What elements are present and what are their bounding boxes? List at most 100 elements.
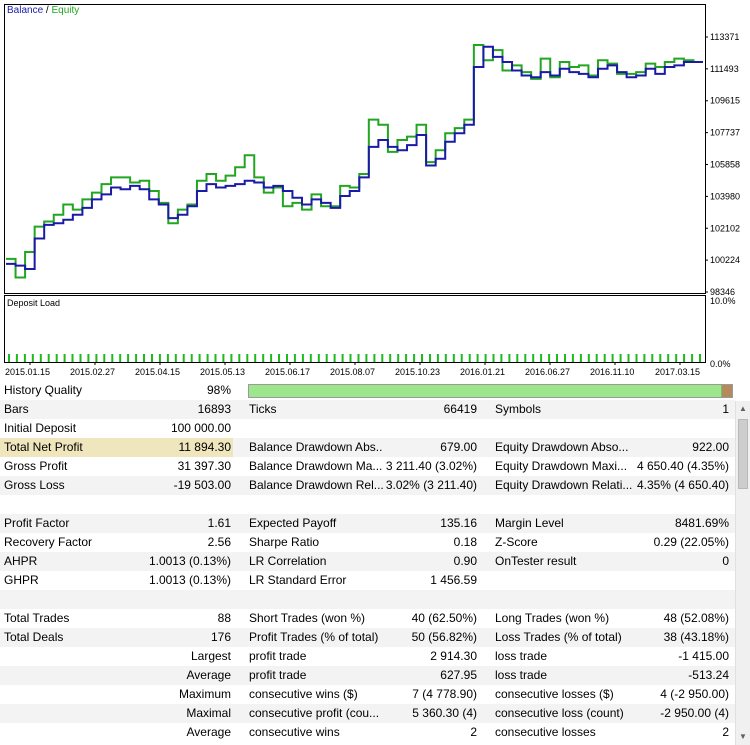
balance-equity-chart: 113371 111493 109615 107737 105858 103980 1021… bbox=[0, 0, 750, 295]
y-tick-label: 107737 bbox=[710, 128, 740, 138]
report-row: AHPR 1.0013 (0.13%) LR Correlation 0.90 OnTe… bbox=[0, 552, 735, 571]
y-tick-label: 109615 bbox=[710, 96, 740, 106]
report-cell-v2: -1 415.00 bbox=[678, 649, 729, 663]
report-cell-l2: consecutive loss (count) bbox=[495, 706, 624, 720]
y-axis: 113371 111493 109615 107737 105858 103980 1021… bbox=[705, 32, 740, 295]
report-cell-v1: 66419 bbox=[443, 402, 477, 416]
load-bar bbox=[619, 354, 622, 362]
report-cell-v0: 11 894.30 bbox=[178, 440, 232, 454]
scroll-up-icon[interactable]: ▲ bbox=[739, 404, 747, 413]
report-row: Average profit trade 627.95 loss trade -513.… bbox=[0, 666, 735, 685]
report-cell-l0: GHPR bbox=[4, 573, 39, 587]
report-cell-v0: 100 000.00 bbox=[170, 421, 231, 435]
load-bar bbox=[643, 354, 646, 362]
load-axis-top: 10.0% bbox=[710, 296, 736, 306]
report-cell-l2: Symbols bbox=[495, 402, 542, 416]
report-cell-v1: 50 (56.82%) bbox=[411, 630, 477, 644]
report-cell-l1: consecutive wins bbox=[249, 725, 340, 739]
load-bar bbox=[190, 354, 193, 362]
load-bar bbox=[166, 354, 169, 362]
history-quality-row: History Quality 98% bbox=[0, 381, 735, 400]
report-row: Maximal consecutive profit (cou... 5 360.3… bbox=[0, 704, 735, 723]
load-bar bbox=[63, 354, 66, 362]
history-quality-fill bbox=[249, 385, 723, 397]
load-bars bbox=[8, 354, 701, 362]
load-bar bbox=[143, 354, 145, 362]
load-bar bbox=[579, 354, 582, 362]
report-cell-l1 bbox=[249, 495, 383, 514]
deposit-load-chart: 10.0% 0.0% 2015.01.15 2015.02.27 2015.04.1… bbox=[0, 295, 750, 378]
report-cell-l1: profit trade bbox=[249, 668, 307, 682]
load-bar bbox=[548, 354, 551, 362]
y-tick-label: 113371 bbox=[710, 32, 739, 42]
load-bar bbox=[103, 354, 106, 362]
report-cell-l0: AHPR bbox=[4, 554, 38, 568]
scroll-thumb[interactable] bbox=[738, 419, 748, 489]
load-bar bbox=[286, 354, 288, 362]
x-tick-label: 2015.01.15 bbox=[5, 367, 50, 377]
legend-equity: Equity bbox=[51, 5, 80, 16]
report-cell-v1: 5 360.30 (4) bbox=[412, 706, 477, 720]
load-bar bbox=[516, 354, 519, 362]
load-bar bbox=[301, 354, 304, 362]
scroll-down-icon[interactable]: ▼ bbox=[739, 732, 747, 741]
report-cell-v1 bbox=[383, 590, 477, 609]
report-cell-v2: 0 bbox=[722, 554, 729, 568]
balance-series-line bbox=[6, 45, 703, 271]
report-cell-v1: 679.00 bbox=[440, 440, 477, 454]
report-cell-v1: 7 (4 778.90) bbox=[412, 687, 477, 701]
highlight bbox=[0, 438, 233, 457]
report-cell-l2: Long Trades (won %) bbox=[495, 611, 610, 625]
load-bar bbox=[341, 354, 344, 362]
x-axis: 2015.01.15 2015.02.27 2015.04.15 2015.05.13… bbox=[5, 362, 700, 377]
load-bar bbox=[571, 354, 574, 362]
load-bar bbox=[587, 354, 590, 362]
report-cell-v1: 3.02% (3 211.40) bbox=[385, 478, 477, 492]
load-bar bbox=[627, 354, 630, 362]
report-cell-v2 bbox=[600, 571, 729, 590]
report-cell-l0: Recovery Factor bbox=[4, 535, 93, 549]
report-cell-l2: Equity Drawdown Relati... bbox=[495, 478, 633, 492]
report-cell-l0: Total Net Profit bbox=[4, 440, 83, 454]
load-bar bbox=[365, 354, 368, 362]
legend-balance: Balance bbox=[7, 5, 44, 16]
report-cell-v2 bbox=[600, 590, 729, 609]
load-bar bbox=[238, 354, 241, 362]
report-cell-l1: Short Trades (won %) bbox=[249, 611, 366, 625]
x-tick-label: 2016.06.27 bbox=[525, 367, 570, 377]
load-bar bbox=[556, 354, 558, 362]
report-cell-l0: Total Deals bbox=[4, 630, 64, 644]
load-bar bbox=[381, 354, 384, 362]
report-cell-l1: Profit Trades (% of total) bbox=[249, 630, 379, 644]
load-bar bbox=[691, 354, 694, 362]
balance-equity-plot: 113371 111493 109615 107737 105858 103980 1021… bbox=[4, 4, 740, 295]
history-quality-bar bbox=[248, 384, 733, 398]
report-row: GHPR 1.0013 (0.13%) LR Standard Error 1 456… bbox=[0, 571, 735, 590]
report-cell-v1: 2 bbox=[470, 725, 477, 739]
report-scrollbar[interactable]: ▲ ▼ bbox=[735, 401, 750, 745]
load-bar bbox=[198, 354, 201, 362]
load-bar bbox=[492, 354, 495, 362]
report-cell-v1: 627.95 bbox=[440, 668, 477, 682]
load-bar bbox=[333, 354, 336, 362]
y-tick-label: 98346 bbox=[710, 287, 735, 295]
report-cell-v0: 176 bbox=[210, 630, 231, 644]
x-tick-label: 2016.01.21 bbox=[460, 367, 505, 377]
report-cell-l1: LR Standard Error bbox=[249, 573, 347, 587]
report-cell-v0 bbox=[100, 495, 231, 514]
report-cell-v2: -2 950.00 (4) bbox=[660, 706, 729, 720]
report-row: Initial Deposit 100 000.00 bbox=[0, 419, 735, 438]
load-bar bbox=[421, 354, 423, 362]
report-cell-v2: 922.00 bbox=[692, 440, 729, 454]
load-bar bbox=[151, 354, 153, 362]
load-bar bbox=[349, 354, 352, 362]
report-cell-l1: Ticks bbox=[249, 402, 277, 416]
history-quality-label: History Quality bbox=[4, 383, 83, 397]
load-bar bbox=[397, 354, 400, 362]
load-bar bbox=[222, 354, 225, 362]
load-bar bbox=[651, 354, 654, 362]
report-cell-v1: 0.90 bbox=[453, 554, 477, 568]
load-bar bbox=[79, 354, 82, 362]
load-bar bbox=[270, 354, 273, 362]
load-bar bbox=[278, 354, 280, 362]
